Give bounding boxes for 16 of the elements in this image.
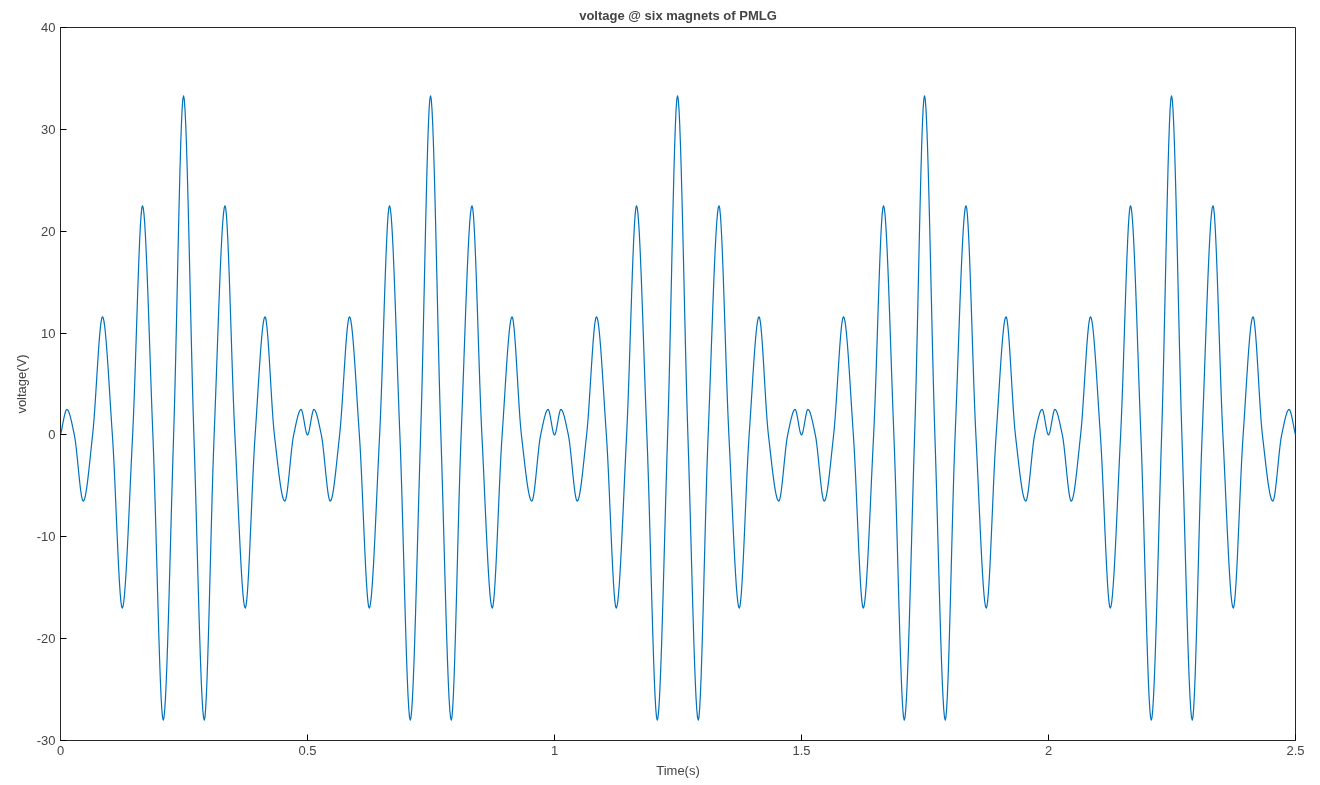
y-tick-label: 40	[41, 20, 56, 35]
y-tick-label: 20	[41, 223, 56, 239]
y-tick-label: 0	[48, 427, 56, 443]
x-tick-label: 2.5	[1286, 742, 1305, 758]
y-tick-label: -20	[36, 631, 56, 647]
chart-title: voltage @ six magnets of PMLG	[579, 7, 777, 23]
y-tick-label: 10	[41, 325, 56, 341]
x-tick-label: 1.5	[792, 742, 811, 758]
x-tick-label: 2	[1044, 742, 1053, 758]
x-tick-label: 1	[550, 742, 559, 758]
y-tick-label: -10	[36, 529, 56, 545]
x-tick-label: 0.5	[298, 742, 317, 758]
y-tick-label: -30	[36, 733, 56, 748]
y-axis-title: voltage(V)	[13, 354, 29, 414]
x-axis-title: Time(s)	[656, 762, 700, 778]
y-tick-label: 30	[41, 121, 56, 137]
